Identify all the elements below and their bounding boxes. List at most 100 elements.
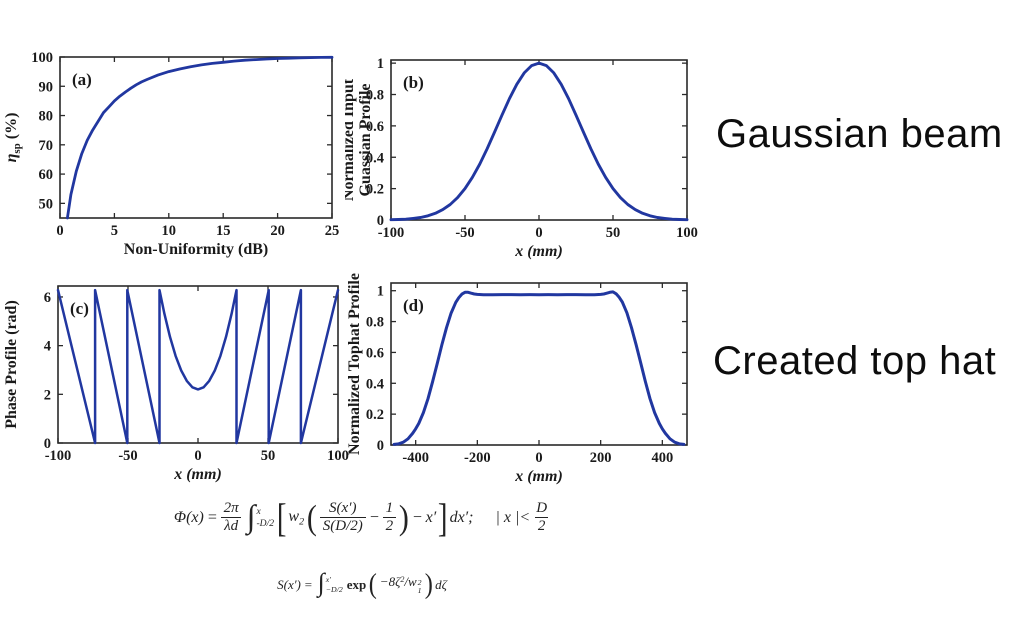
- y-tick-label: 0: [44, 436, 51, 452]
- y-tick-label: 0.4: [366, 150, 384, 166]
- close-paren: ): [399, 497, 409, 537]
- x-tick-label: 15: [216, 223, 231, 239]
- y-axis-label: Normalized Input: [345, 78, 357, 201]
- axis-box: [390, 282, 688, 446]
- coef-numerator: 2π: [223, 500, 239, 516]
- y-tick-label: 6: [44, 290, 51, 306]
- chart-d-tophat-profile: -400 -200 0 200 400 0 0.2 0.4 0.6 0.8 1 (d) x (mm) No…: [346, 273, 688, 485]
- minus-sign: −: [411, 508, 423, 526]
- exp-argument: −8ζ2/w 2 1: [380, 574, 422, 596]
- x-axis-label: x (mm): [514, 468, 563, 485]
- x-axis-label: x (mm): [173, 466, 222, 483]
- y-tick-label: 50: [39, 196, 54, 212]
- x-axis-label: x (mm): [514, 243, 563, 260]
- half-denominator: 2: [382, 517, 397, 535]
- zeta-exponent: 2: [400, 574, 405, 584]
- open-paren: (: [306, 497, 317, 537]
- y-tick-label: 0.8: [366, 315, 384, 331]
- chart-c-phase-profile: -100 -50 0 50 100 0 2 4 6 (c) x (mm) Phase Profile …: [3, 285, 349, 483]
- w1-exponent: 2: [417, 578, 422, 587]
- x-tick-label: 100: [676, 225, 698, 241]
- y-axis-label: Phase Profile (rad): [3, 300, 20, 429]
- phi-lhs: Φ(x): [173, 508, 204, 526]
- s-ratio-denominator: S(D/2): [319, 517, 366, 535]
- data-curve: [392, 290, 686, 446]
- x-tick-label: -50: [455, 225, 474, 241]
- x-tick-label: 100: [327, 448, 349, 464]
- dzeta-differential: dζ: [435, 576, 447, 592]
- y-tick-label: 2: [44, 387, 51, 403]
- data-curve: [389, 61, 689, 222]
- coefficient-fraction: 2π λd: [221, 500, 242, 536]
- equals-sign: =: [303, 576, 313, 592]
- y-tick-label: 4: [44, 339, 51, 355]
- integral-sign: ∫: [317, 568, 325, 598]
- open-paren: (: [368, 569, 378, 601]
- integral-lower-limit: −D/2: [325, 584, 343, 594]
- coef-denominator: λd: [221, 517, 242, 535]
- y-tick-label: 100: [31, 50, 53, 66]
- y-tick-label: 0: [377, 213, 384, 229]
- x-tick-label: 0: [194, 448, 201, 464]
- panel-letter: (c): [70, 299, 89, 318]
- w1-subscript: 1: [417, 585, 422, 595]
- x-axis-label: Non-Uniformity (dB): [124, 241, 268, 258]
- w-subscript: 2: [299, 516, 305, 528]
- y-tick-label: 0.4: [366, 376, 384, 392]
- y-tick-label: 0.6: [366, 119, 384, 135]
- close-paren: ): [424, 569, 433, 601]
- integral-limits: x′ −D/2: [326, 576, 343, 594]
- x-tick-label: 400: [651, 450, 673, 466]
- y-tick-label: 1: [377, 56, 384, 72]
- chart-b-input-gaussian: -100 -50 0 50 100 0 0.2 0.4 0.6 0.8 1 (b) x (mm) Norm…: [345, 56, 698, 260]
- x-tick-label: 200: [590, 450, 612, 466]
- close-square-bracket: ]: [438, 494, 448, 540]
- d-denominator: 2: [534, 517, 549, 535]
- data-curve: [56, 288, 340, 445]
- x-tick-label: 5: [111, 223, 118, 239]
- x-prime-term: x′: [425, 508, 437, 526]
- formula-phase-equation: Φ(x) = 2π λd ∫ x -D/2 [ w2 ( S(x′) S(D/2…: [0, 494, 724, 540]
- data-curve: [66, 55, 334, 220]
- y-tick-label: 1: [377, 284, 384, 300]
- x-tick-label: 50: [261, 448, 276, 464]
- y-tick-label: 0.6: [366, 345, 384, 361]
- x-tick-label: 10: [162, 223, 177, 239]
- x-tick-label: -400: [402, 450, 429, 466]
- open-square-bracket: [: [276, 494, 287, 540]
- integral-upper-limit: x′: [325, 574, 331, 584]
- x-tick-label: -50: [118, 448, 137, 464]
- formula-s-equation: S(x′) = ∫ x′ −D/2 exp ( −8ζ2/w 2 1 ) dζ: [0, 568, 724, 601]
- y-tick-label: 0.2: [366, 407, 384, 423]
- integral-lower-limit: -D/2: [256, 518, 275, 530]
- integral-limits: x -D/2: [256, 507, 274, 529]
- integral-upper-limit: x: [256, 505, 261, 517]
- one-half-fraction: 1 2: [382, 500, 397, 536]
- x-tick-label: 0: [56, 223, 63, 239]
- minus-sign: −: [368, 508, 380, 526]
- y-axis-label: ηsp (%): [3, 113, 23, 163]
- x-tick-label: 20: [270, 223, 285, 239]
- axis-box: [390, 59, 688, 221]
- y-tick-label: 0.8: [366, 88, 384, 104]
- y-tick-label: 0: [377, 438, 384, 454]
- s-ratio-fraction: S(x′) S(D/2): [319, 500, 366, 536]
- w1-symbol: w: [408, 574, 417, 589]
- y-tick-label: 80: [39, 109, 54, 125]
- axis-box: [59, 56, 333, 219]
- y-tick-label: 70: [39, 138, 54, 154]
- panel-letter: (b): [403, 73, 424, 92]
- s-ratio-numerator: S(x′): [329, 500, 357, 516]
- y-tick-label: 0.2: [366, 182, 384, 198]
- equals-sign: =: [206, 508, 218, 526]
- w2-term: w2: [288, 508, 304, 527]
- panel-letter: (a): [72, 70, 92, 89]
- chart-a-efficiency: 0 5 10 15 20 25 50 60 70 80 90 100 (a) Non-Uniformity…: [3, 50, 339, 258]
- exp-function: exp: [346, 576, 367, 592]
- gaussian-beam-label: Gaussian beam: [716, 112, 1003, 156]
- x-tick-label: -100: [45, 448, 72, 464]
- x-tick-label: 0: [535, 225, 542, 241]
- dx-differential: dx′;: [449, 508, 474, 526]
